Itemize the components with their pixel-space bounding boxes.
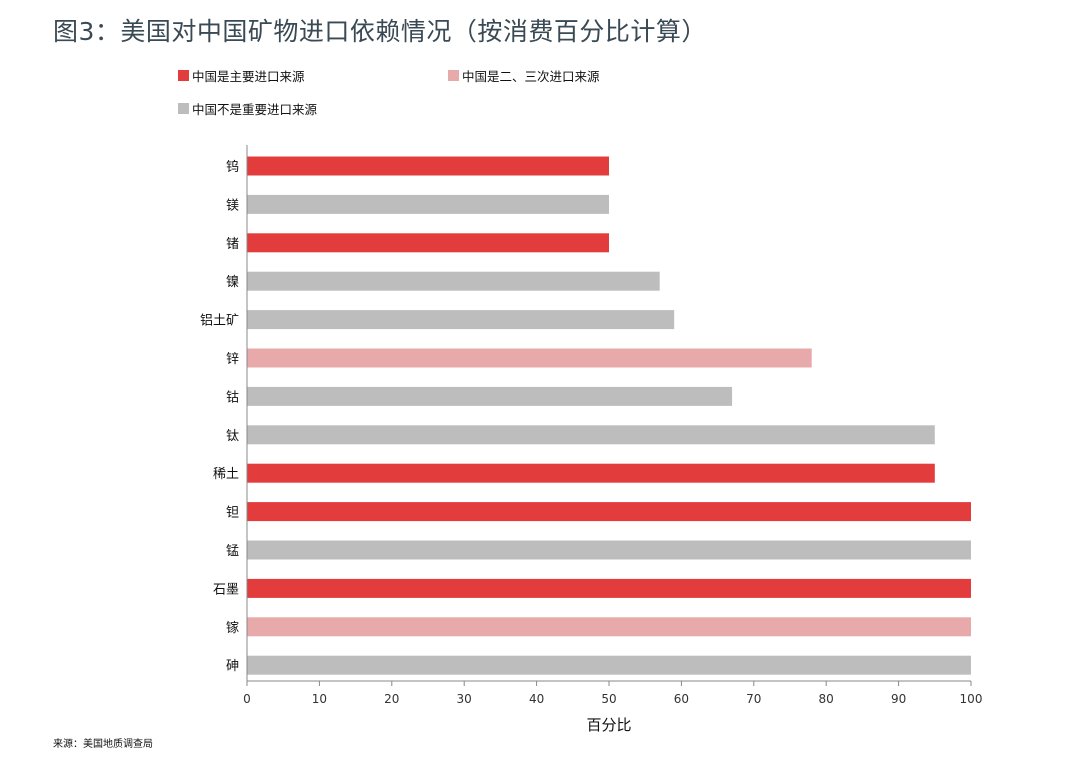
x-tick-label-2: 20 — [384, 692, 399, 706]
category-label-13: 砷 — [226, 659, 239, 674]
bars-group — [247, 156, 971, 675]
chart-title: 图3：美国对中国矿物进口依赖情况（按消费百分比计算） — [53, 17, 707, 46]
legend-item-secondary: 中国是二、三次进口来源 — [448, 66, 600, 85]
category-label-2: 锗 — [226, 237, 239, 252]
x-tick-label-0: 0 — [243, 692, 251, 706]
source-note: 来源：美国地质调查局 — [53, 739, 153, 750]
bar-5 — [247, 348, 812, 368]
category-label-9: 钽 — [226, 506, 239, 521]
bar-2 — [247, 233, 609, 253]
legend-swatch-other — [178, 103, 189, 114]
category-label-0: 钨 — [226, 159, 239, 175]
x-tick-label-3: 30 — [457, 692, 472, 706]
category-label-1: 镁 — [226, 198, 239, 213]
legend-label-secondary: 中国是二、三次进口来源 — [462, 69, 600, 84]
x-tick-label-8: 80 — [819, 692, 834, 706]
bar-6 — [247, 386, 733, 406]
bar-0 — [247, 156, 609, 176]
legend-item-primary: 中国是主要进口来源 — [178, 66, 305, 85]
category-label-8: 稀土 — [213, 467, 239, 482]
x-axis: 0 10 20 30 40 50 60 70 80 90 100 — [243, 145, 982, 706]
x-tick-label-4: 40 — [529, 692, 544, 706]
legend-swatch-secondary — [448, 70, 459, 81]
x-tick-label-1: 10 — [312, 692, 327, 706]
bar-11 — [247, 578, 971, 598]
bar-9 — [247, 502, 971, 522]
bar-1 — [247, 194, 609, 214]
x-tick-label-5: 50 — [601, 692, 616, 706]
bar-13 — [247, 655, 971, 675]
legend-label-primary: 中国是主要进口来源 — [192, 69, 305, 84]
category-label-7: 钛 — [226, 429, 239, 444]
category-label-6: 钴 — [226, 390, 239, 405]
bar-8 — [247, 463, 935, 483]
x-tick-label-7: 70 — [746, 692, 761, 706]
bar-4 — [247, 310, 675, 330]
x-axis-title: 百分比 — [586, 716, 631, 734]
bar-10 — [247, 540, 971, 560]
category-label-11: 石墨 — [213, 582, 239, 597]
category-label-10: 锰 — [226, 544, 239, 559]
legend-swatch-primary — [178, 70, 189, 81]
x-tick-label-6: 60 — [674, 692, 689, 706]
legend-label-other: 中国不是重要进口来源 — [192, 102, 318, 117]
legend-item-other: 中国不是重要进口来源 — [178, 99, 317, 118]
bar-12 — [247, 617, 971, 637]
x-tick-label-10: 100 — [960, 692, 983, 706]
category-label-12: 镓 — [226, 621, 239, 636]
x-tick-label-9: 90 — [891, 692, 906, 706]
category-label-3: 镍 — [226, 275, 239, 290]
category-label-5: 锌 — [226, 352, 239, 367]
bar-7 — [247, 425, 935, 445]
bar-3 — [247, 271, 660, 291]
category-label-4: 铝土矿 — [200, 314, 239, 329]
